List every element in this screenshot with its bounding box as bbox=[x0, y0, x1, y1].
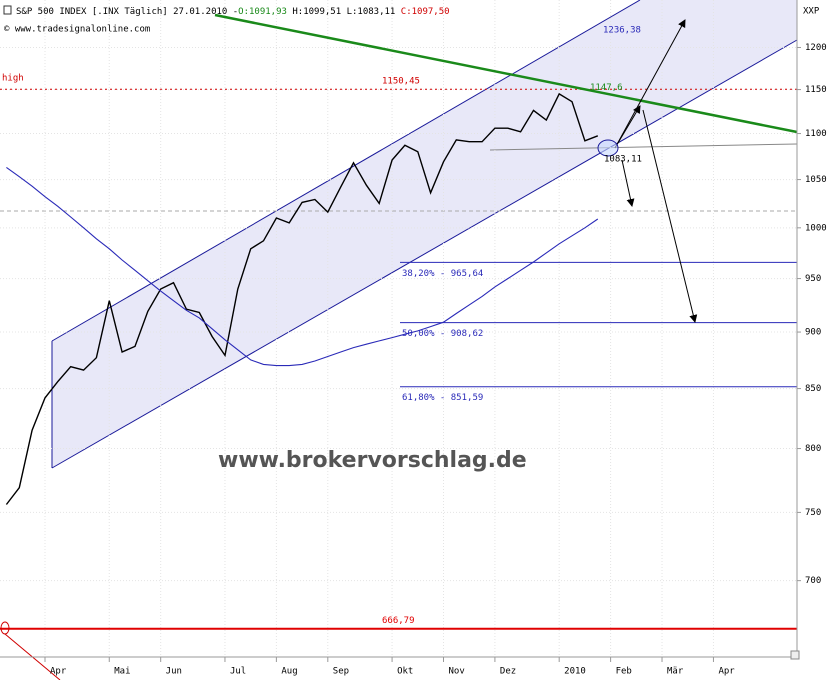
series-line bbox=[5, 92, 599, 505]
level-label: 1150,45 bbox=[382, 77, 420, 87]
y-tick-label: 800 bbox=[805, 444, 821, 454]
x-tick-label: Feb bbox=[616, 667, 632, 677]
arrow bbox=[621, 159, 635, 207]
y-tick-label: 1000 bbox=[805, 223, 827, 233]
y-tick-label: 1150 bbox=[805, 85, 827, 95]
annotation: 1147,6 bbox=[590, 83, 623, 93]
header: S&P 500 INDEX [.INX Täglich] 27.01.2010 … bbox=[16, 7, 450, 17]
support-line bbox=[489, 143, 798, 151]
arrow bbox=[614, 105, 641, 149]
y-tick-label: 850 bbox=[805, 384, 821, 394]
y-tick-label: 950 bbox=[805, 274, 821, 284]
arrow bbox=[642, 109, 698, 323]
level-label: 50,00% - 908,62 bbox=[402, 329, 483, 339]
corner-box bbox=[790, 650, 800, 660]
channel-lower bbox=[51, 39, 798, 469]
header-icon bbox=[3, 5, 12, 15]
x-tick-label: Okt bbox=[397, 667, 413, 677]
arrow bbox=[614, 19, 686, 149]
header-open: O:1091,93 bbox=[238, 7, 287, 17]
x-tick-label: 2010 bbox=[564, 667, 586, 677]
level-label: 61,80% - 851,59 bbox=[402, 393, 483, 403]
x-tick-label: Apr bbox=[50, 667, 67, 677]
y-tick-label: 1200 bbox=[805, 43, 827, 53]
x-tick-label: Apr bbox=[718, 667, 735, 677]
y-tick-label: 1050 bbox=[805, 175, 827, 185]
corner-label: XXP bbox=[803, 7, 820, 17]
header-high: H:1099,51 bbox=[292, 7, 341, 17]
series-line bbox=[6, 166, 599, 367]
annotation: 1236,38 bbox=[603, 25, 641, 35]
x-tick-label: Aug bbox=[281, 667, 297, 677]
level-label: 38,20% - 965,64 bbox=[402, 269, 483, 279]
annotation: 1083,11 bbox=[604, 154, 642, 164]
header-low: L:1083,11 bbox=[347, 7, 396, 17]
plot: 1150,45 high 666,79 38,20% - 965,64 50,00% -… bbox=[0, 0, 797, 657]
x-tick-label: Mai bbox=[114, 667, 130, 677]
y-tick-label: 900 bbox=[805, 328, 821, 338]
y-tick-label: 750 bbox=[805, 508, 821, 518]
x-tick-label: Dez bbox=[500, 667, 516, 677]
source: © www.tradesignalonline.com bbox=[4, 25, 150, 35]
x-tick-label: Jul bbox=[230, 667, 246, 677]
y-tick-label: 700 bbox=[805, 576, 821, 586]
watermark: www.brokervorschlag.de bbox=[218, 448, 527, 473]
level-label: 666,79 bbox=[382, 616, 415, 626]
x-tick-label: Mär bbox=[667, 667, 684, 677]
x-tick-label: Sep bbox=[333, 667, 349, 677]
marker-circle bbox=[597, 139, 619, 157]
header-name: S&P 500 INDEX [.INX Täglich] 27.01.2010 … bbox=[16, 7, 238, 17]
level-note: high bbox=[2, 74, 24, 84]
y-tick-label: 1100 bbox=[805, 129, 827, 139]
arrows bbox=[614, 19, 698, 323]
trend-line bbox=[214, 13, 798, 134]
channel-upper bbox=[51, 0, 641, 342]
x-tick-label: Nov bbox=[448, 667, 464, 677]
x-tick-label: Jun bbox=[166, 667, 182, 677]
header-close: C:1097,50 bbox=[401, 7, 450, 17]
